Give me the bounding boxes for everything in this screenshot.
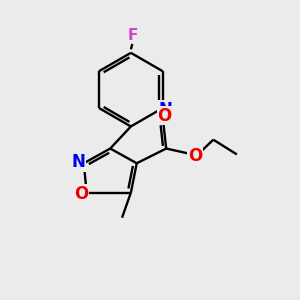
Text: O: O (74, 185, 88, 203)
Text: F: F (127, 28, 137, 43)
Text: N: N (71, 153, 85, 171)
Text: O: O (158, 106, 172, 124)
Text: N: N (158, 100, 172, 118)
Text: O: O (188, 147, 202, 165)
